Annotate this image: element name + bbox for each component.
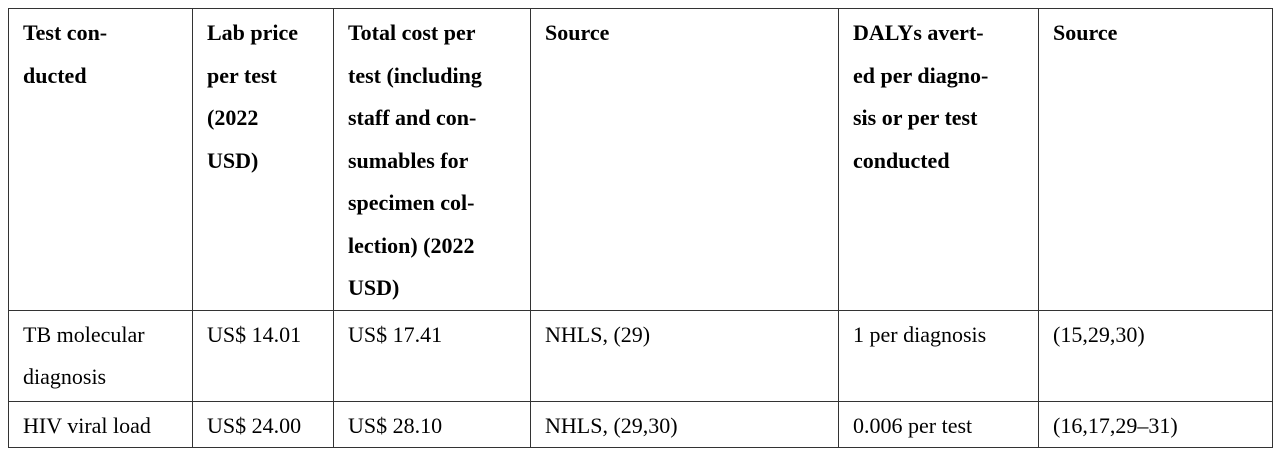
cell: HIV viral load: [8, 400, 193, 448]
header-cell: Total cost per test (including staff and…: [333, 8, 531, 311]
cell: US$ 17.41: [333, 309, 531, 402]
cell: 0.006 per test: [838, 400, 1039, 448]
header-cell: Source: [530, 8, 839, 311]
header-cell: DALYs avert- ed per diagno- sis or per t…: [838, 8, 1039, 311]
cell: US$ 28.10: [333, 400, 531, 448]
cell: US$ 24.00: [192, 400, 334, 448]
header-cell: Test con- ducted: [8, 8, 193, 311]
cell: NHLS, (29): [530, 309, 839, 402]
table-row: HIV viral load US$ 24.00 US$ 28.10 NHLS,…: [8, 400, 1273, 448]
cost-table: Test con- ducted Lab price per test (202…: [8, 8, 1273, 448]
cell: 1 per diagnosis: [838, 309, 1039, 402]
cell: NHLS, (29,30): [530, 400, 839, 448]
cell: TB molecular diagnosis: [8, 309, 193, 402]
cell: (15,29,30): [1038, 309, 1273, 402]
header-cell: Lab price per test (2022 USD): [192, 8, 334, 311]
table-row: TB molecular diagnosis US$ 14.01 US$ 17.…: [8, 309, 1273, 402]
header-row: Test con- ducted Lab price per test (202…: [8, 8, 1273, 311]
cell: (16,17,29–31): [1038, 400, 1273, 448]
cell: US$ 14.01: [192, 309, 334, 402]
header-cell: Source: [1038, 8, 1273, 311]
